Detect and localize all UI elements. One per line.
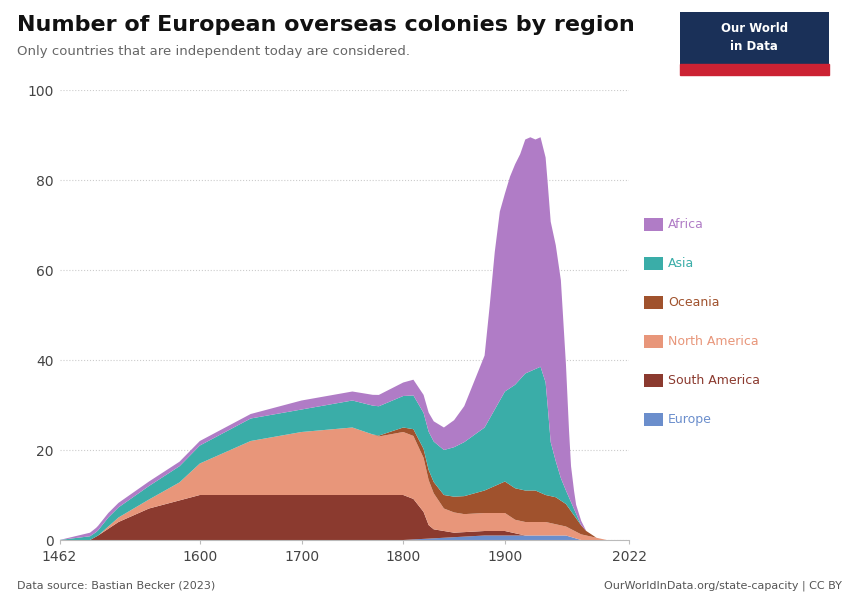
- Text: Only countries that are independent today are considered.: Only countries that are independent toda…: [17, 45, 410, 58]
- Bar: [680, 64, 829, 75]
- Text: OurWorldInData.org/state-capacity | CC BY: OurWorldInData.org/state-capacity | CC B…: [604, 581, 842, 591]
- Text: Europe: Europe: [668, 413, 712, 426]
- Text: Number of European overseas colonies by region: Number of European overseas colonies by …: [17, 15, 635, 35]
- Text: North America: North America: [668, 335, 759, 348]
- Text: Our World
in Data: Our World in Data: [721, 22, 788, 53]
- Text: Africa: Africa: [668, 218, 704, 231]
- FancyBboxPatch shape: [680, 12, 829, 75]
- Text: South America: South America: [668, 374, 760, 387]
- Text: Oceania: Oceania: [668, 296, 720, 309]
- Text: Asia: Asia: [668, 257, 694, 270]
- Text: Data source: Bastian Becker (2023): Data source: Bastian Becker (2023): [17, 581, 215, 591]
